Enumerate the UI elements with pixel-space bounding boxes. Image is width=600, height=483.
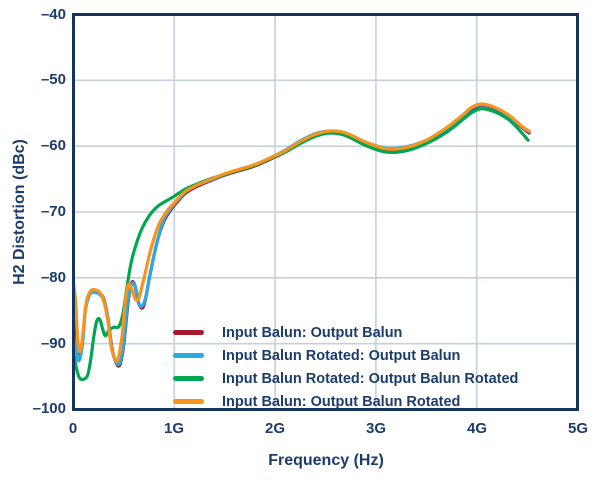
x-axis-title: Frequency (Hz) [268,452,384,469]
y-tick-label: –70 [40,203,66,220]
y-tick-label: –100 [32,400,66,417]
legend-item: Input Balun: Output Balun [173,321,518,344]
y-tick-label: –50 [40,71,66,88]
y-tick-label: –90 [40,335,66,352]
x-tick-label: 1G [163,420,184,437]
legend-label: Input Balun Rotated: Output Balun Rotate… [222,370,519,387]
legend: Input Balun: Output Balun Input Balun Ro… [173,321,518,413]
legend-label: Input Balun: Output Balun Rotated [222,393,461,410]
y-tick-label: –80 [40,269,66,286]
x-tick-label: 0 [68,420,78,437]
legend-item: Input Balun Rotated: Output Balun Rotate… [173,367,518,390]
series-line-2 [74,107,530,382]
legend-label: Input Balun Rotated: Output Balun [222,347,461,364]
series-swatch-cyan [173,353,204,358]
series-swatch-orange [173,399,204,404]
x-tick-label: 5G [567,420,588,437]
legend-item: Input Balun: Output Balun Rotated [173,390,518,413]
x-tick-label: 4G [466,420,487,437]
legend-label: Input Balun: Output Balun [222,324,403,341]
series-swatch-green [173,376,204,381]
x-tick-label: 3G [365,420,386,437]
plot-frame [72,13,579,411]
legend-item: Input Balun Rotated: Output Balun [173,344,518,367]
y-tick-label: –40 [40,6,66,23]
series-swatch-red [173,330,204,335]
x-tick-label: 2G [264,420,285,437]
series-line-3 [74,102,531,364]
y-axis-title: H2 Distortion (dBc) [11,139,28,285]
y-tick-label: –60 [40,137,66,154]
